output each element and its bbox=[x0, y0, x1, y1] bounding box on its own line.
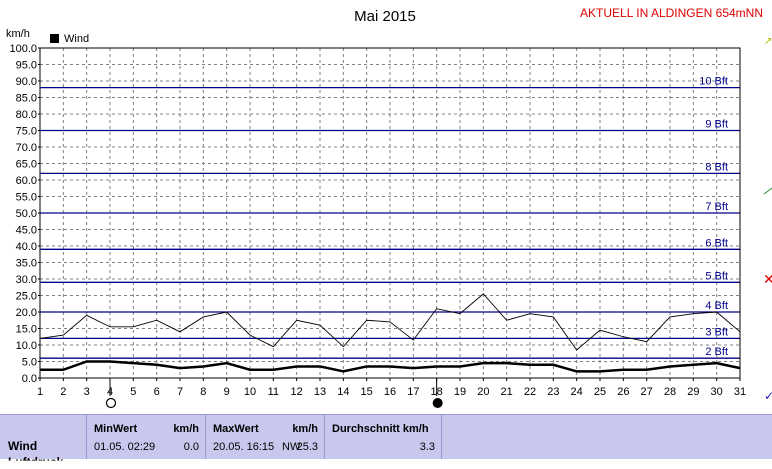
min-header: MinWert bbox=[94, 423, 138, 435]
x-tick-label: 6 bbox=[154, 386, 160, 398]
y-tick-label: 20.0 bbox=[16, 307, 37, 319]
min-unit: km/h bbox=[173, 423, 199, 435]
max-unit: km/h bbox=[292, 423, 318, 435]
x-tick-label: 1 bbox=[37, 386, 43, 398]
y-axis-unit: km/h bbox=[6, 28, 30, 40]
y-tick-label: 65.0 bbox=[16, 159, 37, 171]
x-tick-label: 12 bbox=[291, 386, 303, 398]
partial-red-cross: ✕ bbox=[763, 271, 772, 287]
y-tick-label: 70.0 bbox=[16, 142, 37, 154]
x-tick-label: 24 bbox=[571, 386, 583, 398]
x-tick-label: 22 bbox=[524, 386, 536, 398]
y-tick-label: 40.0 bbox=[16, 241, 37, 253]
x-tick-label: 29 bbox=[687, 386, 699, 398]
partial-arrow-symbol: ↗ bbox=[764, 36, 772, 47]
x-tick-label: 27 bbox=[641, 386, 653, 398]
y-tick-label: 90.0 bbox=[16, 76, 37, 88]
min-cell: MinWert km/h 01.05. 02:29 0.0 bbox=[86, 415, 205, 459]
x-tick-label: 7 bbox=[177, 386, 183, 398]
y-tick-label: 30.0 bbox=[16, 274, 37, 286]
y-tick-label: 75.0 bbox=[16, 126, 37, 138]
x-tick-label: 23 bbox=[547, 386, 559, 398]
beaufort-label: 6 Bft bbox=[705, 237, 728, 249]
stats-row-label: Wind bbox=[8, 439, 38, 453]
x-tick-label: 11 bbox=[268, 386, 279, 398]
y-tick-label: 95.0 bbox=[16, 60, 37, 72]
x-tick-label: 14 bbox=[337, 386, 349, 398]
x-tick-label: 10 bbox=[244, 386, 256, 398]
y-tick-label: 10.0 bbox=[16, 340, 37, 352]
beaufort-label: 10 Bft bbox=[699, 76, 728, 88]
x-tick-label: 3 bbox=[84, 386, 90, 398]
y-tick-label: 85.0 bbox=[16, 93, 37, 105]
series-line-gusts bbox=[39, 293, 741, 351]
wind-chart: Mai 2015 AKTUELL IN ALDINGEN 654mNN km/h… bbox=[6, 6, 772, 409]
new-moon-icon bbox=[432, 398, 443, 408]
max-value: 25.3 bbox=[296, 441, 318, 453]
beaufort-label: 7 Bft bbox=[705, 201, 728, 213]
x-tick-label: 19 bbox=[454, 386, 466, 398]
max-direction: NW bbox=[282, 441, 301, 453]
right-edge-partial-symbols: ↗ ✕ ✓ bbox=[763, 36, 772, 403]
min-value: 0.0 bbox=[183, 441, 199, 453]
panel-divider bbox=[441, 415, 442, 459]
max-time: 20.05. 16:15 bbox=[213, 441, 275, 453]
y-tick-label: 35.0 bbox=[16, 258, 37, 270]
x-tick-label: 26 bbox=[617, 386, 629, 398]
y-tick-label: 50.0 bbox=[16, 208, 37, 220]
x-tick-label: 5 bbox=[130, 386, 136, 398]
x-tick-label: 20 bbox=[477, 386, 489, 398]
x-tick-label: 15 bbox=[361, 386, 373, 398]
beaufort-label: 5 Bft bbox=[705, 270, 728, 282]
beaufort-label: 4 Bft bbox=[705, 300, 728, 312]
x-tick-label: 25 bbox=[594, 386, 606, 398]
stats-row-label-cut: Luftdruck bbox=[8, 455, 64, 469]
y-tick-label: 60.0 bbox=[16, 175, 37, 187]
full-moon-icon bbox=[105, 397, 117, 409]
x-tick-label: 21 bbox=[501, 386, 513, 398]
x-tick-label: 9 bbox=[224, 386, 230, 398]
avg-header: Durchschnitt km/h bbox=[332, 423, 429, 435]
station-label: AKTUELL IN ALDINGEN 654mNN bbox=[580, 6, 763, 20]
y-tick-label: 55.0 bbox=[16, 192, 37, 204]
max-cell: MaxWert km/h 20.05. 16:15 NW 25.3 bbox=[205, 415, 324, 459]
legend-swatch-wind bbox=[50, 34, 59, 43]
beaufort-label: 8 Bft bbox=[705, 161, 728, 173]
min-time: 01.05. 02:29 bbox=[94, 441, 156, 453]
max-header: MaxWert bbox=[213, 423, 259, 435]
x-tick-label: 8 bbox=[200, 386, 206, 398]
partial-green-mark bbox=[763, 187, 772, 195]
x-tick-label: 2 bbox=[60, 386, 66, 398]
y-tick-label: 15.0 bbox=[16, 324, 37, 336]
avg-value: 3.3 bbox=[419, 441, 435, 453]
x-tick-label: 16 bbox=[384, 386, 396, 398]
y-tick-label: 0.0 bbox=[22, 373, 37, 385]
x-tick-label: 17 bbox=[407, 386, 419, 398]
legend-label-wind: Wind bbox=[64, 33, 89, 45]
y-tick-label: 25.0 bbox=[16, 291, 37, 303]
partial-blue-mark: ✓ bbox=[764, 389, 772, 403]
avg-cell: Durchschnitt km/h 3.3 bbox=[324, 415, 441, 459]
x-tick-label: 30 bbox=[711, 386, 723, 398]
chart-title: Mai 2015 bbox=[354, 8, 416, 25]
y-tick-label: 5.0 bbox=[22, 357, 37, 369]
y-tick-label: 80.0 bbox=[16, 109, 37, 121]
statistics-panel: Wind Luftdruck MinWert km/h 01.05. 02:29… bbox=[0, 414, 772, 461]
x-tick-label: 28 bbox=[664, 386, 676, 398]
series-line-wind bbox=[40, 360, 741, 373]
plot-frame bbox=[39, 47, 741, 379]
x-tick-label: 31 bbox=[734, 386, 746, 398]
beaufort-label: 3 Bft bbox=[705, 326, 728, 338]
x-tick-label: 13 bbox=[314, 386, 326, 398]
beaufort-label: 9 Bft bbox=[705, 119, 728, 131]
y-tick-label: 45.0 bbox=[16, 225, 37, 237]
y-tick-label: 100.0 bbox=[9, 43, 37, 55]
beaufort-label: 2 Bft bbox=[705, 346, 728, 358]
